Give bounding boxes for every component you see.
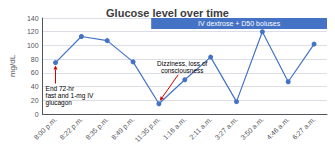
svg-text:0: 0 [35,111,39,118]
svg-text:glucagon: glucagon [46,99,73,107]
svg-text:40: 40 [31,83,39,90]
svg-text:IV dextrose + D50 boluses: IV dextrose + D50 boluses [198,20,281,27]
svg-text:60: 60 [31,69,39,76]
svg-text:fast and 1-mg IV: fast and 1-mg IV [45,91,94,99]
svg-text:End 72-hr: End 72-hr [46,85,75,92]
svg-text:consciousness: consciousness [161,67,204,74]
svg-text:11:35 p.m.: 11:35 p.m. [133,115,162,144]
svg-text:8:49 p.m.: 8:49 p.m. [110,115,136,141]
svg-text:1:16 a.m.: 1:16 a.m. [162,115,188,141]
svg-text:3:27 a.m.: 3:27 a.m. [213,115,239,141]
svg-text:8:35 p.m.: 8:35 p.m. [84,115,110,141]
svg-text:100: 100 [27,42,39,49]
svg-text:80: 80 [31,56,39,63]
svg-text:140: 140 [27,15,39,22]
svg-text:4:46 a.m.: 4:46 a.m. [265,115,291,141]
svg-text:Glucose level over time: Glucose level over time [106,7,229,19]
svg-text:8:22 p.m.: 8:22 p.m. [58,115,84,141]
svg-text:120: 120 [27,28,39,35]
svg-text:3:50 a.m.: 3:50 a.m. [239,115,265,141]
svg-text:8:00 p.m.: 8:00 p.m. [32,115,58,141]
svg-text:6:27 a.m.: 6:27 a.m. [291,115,317,141]
svg-text:mg/dL: mg/dL [8,54,17,77]
svg-text:2:11 a.m.: 2:11 a.m. [188,115,213,140]
svg-text:Dizziness, loss of: Dizziness, loss of [157,60,207,67]
svg-text:20: 20 [31,97,39,104]
